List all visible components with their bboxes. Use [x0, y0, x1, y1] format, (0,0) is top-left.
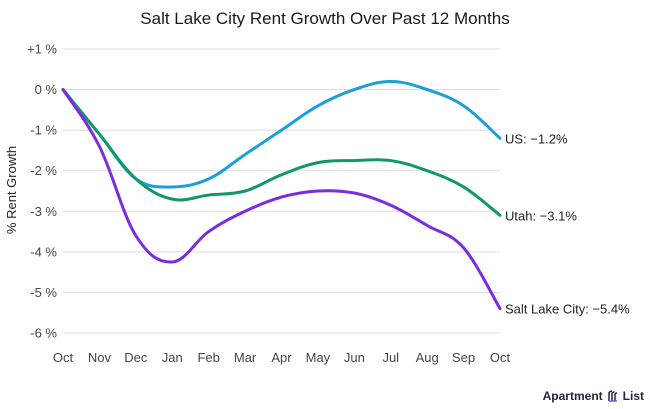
y-tick-label: -4 %: [30, 244, 57, 259]
x-tick-label: Feb: [197, 350, 219, 365]
x-tick-label: Nov: [88, 350, 112, 365]
x-tick-label: Apr: [271, 350, 292, 365]
y-tick-label: -2 %: [30, 163, 57, 178]
series-line-salt-lake-city: [61, 88, 502, 311]
x-tick-label: Oct: [490, 350, 511, 365]
x-tick-label: Dec: [124, 350, 148, 365]
end-labels: US: −1.2% Utah: −3.1% Salt Lake City: −5.4…: [505, 131, 630, 316]
x-tick-label: Sep: [452, 350, 475, 365]
y-tick-label: +1 %: [27, 42, 57, 57]
y-tick-label: -5 %: [30, 285, 57, 300]
y-tick-labels: +1 % 0 % -1 % -2 % -3 % -4 % -5 % -6 %: [27, 42, 57, 341]
y-tick-label: -3 %: [30, 204, 57, 219]
apartment-list-logo-icon: [607, 390, 617, 402]
x-tick-label: Oct: [53, 350, 74, 365]
x-tick-labels: Oct Nov Dec Jan Feb Mar Apr May Jun Jul Aug Sep Oct: [53, 350, 511, 365]
logo-text-apartment: Apartment: [542, 389, 603, 403]
x-tick-label: Jan: [162, 350, 183, 365]
y-axis-label: % Rent Growth: [4, 146, 19, 234]
series-lines: [61, 79, 502, 311]
end-label-salt-lake-city: Salt Lake City: −5.4%: [505, 302, 630, 317]
y-tick-label: 0 %: [35, 82, 58, 97]
x-tick-label: Jul: [382, 350, 399, 365]
y-tick-label: -6 %: [30, 326, 57, 341]
x-tick-label: Mar: [234, 350, 257, 365]
end-label-utah: Utah: −3.1%: [505, 208, 577, 223]
end-label-us: US: −1.2%: [505, 131, 568, 146]
x-tick-label: Aug: [416, 350, 439, 365]
chart-title: Salt Lake City Rent Growth Over Past 12 …: [140, 9, 509, 28]
x-tick-label: May: [306, 350, 331, 365]
x-tick-label: Jun: [344, 350, 365, 365]
logo-text-list: List: [622, 389, 644, 403]
y-tick-label: -1 %: [30, 123, 57, 138]
apartment-list-logo: Apartment List: [543, 389, 644, 403]
